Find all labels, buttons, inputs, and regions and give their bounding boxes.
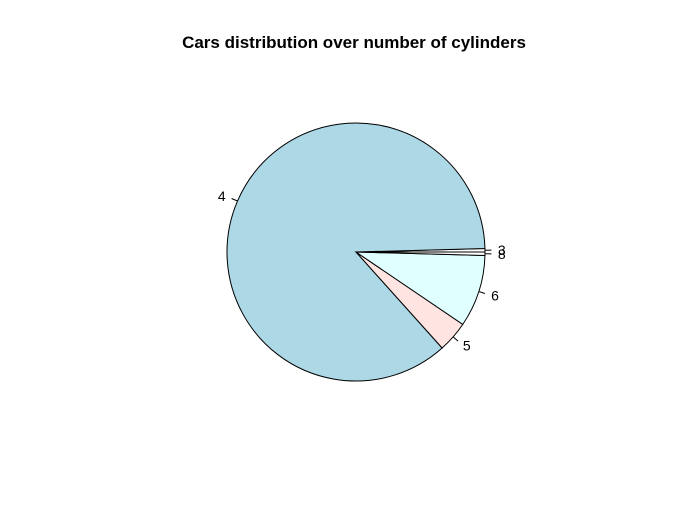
pie-label-3: 3 [498,242,506,258]
pie-leader-6 [478,291,486,294]
pie-leader-5 [452,336,459,342]
pie-labels: 3 4 5 6 8 [218,188,506,353]
pie-label-6: 6 [491,287,499,303]
chart-title: Cars distribution over number of cylinde… [182,33,526,52]
pie-slice-8 [355,251,486,257]
pie-label-5: 5 [463,337,471,353]
pie-label-4: 4 [218,188,226,204]
pie-leader-4 [231,198,238,202]
pie-slices [226,122,486,382]
pie-label-8: 8 [498,246,506,262]
